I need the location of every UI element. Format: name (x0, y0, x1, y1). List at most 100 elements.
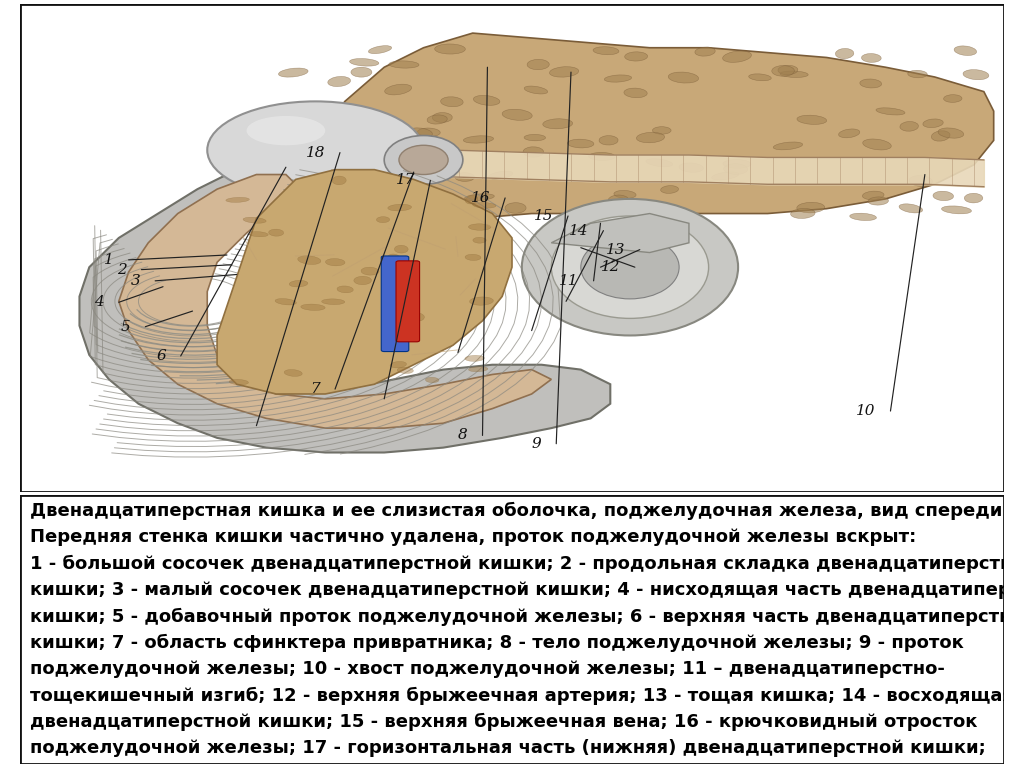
Ellipse shape (791, 208, 815, 218)
Polygon shape (217, 170, 512, 394)
Ellipse shape (543, 119, 572, 129)
Ellipse shape (465, 254, 481, 260)
Ellipse shape (275, 299, 296, 305)
Ellipse shape (522, 199, 738, 336)
Ellipse shape (773, 142, 803, 150)
Text: поджелудочной железы; 17 - горизонтальная часть (нижняя) двенадцатиперстной кишк: поджелудочной железы; 17 - горизонтальна… (31, 739, 986, 757)
Ellipse shape (388, 204, 412, 211)
Ellipse shape (342, 161, 366, 170)
Ellipse shape (463, 136, 494, 143)
Ellipse shape (326, 259, 345, 266)
Polygon shape (266, 33, 993, 228)
Ellipse shape (524, 134, 546, 141)
Ellipse shape (279, 68, 308, 77)
Ellipse shape (723, 160, 751, 168)
Text: поджелудочной железы; 10 - хвост поджелудочной железы; 11 – двенадцатиперстно-: поджелудочной железы; 10 - хвост поджелу… (31, 660, 945, 678)
Ellipse shape (599, 136, 618, 145)
Ellipse shape (749, 74, 771, 81)
Ellipse shape (289, 121, 315, 131)
Ellipse shape (226, 197, 249, 203)
Ellipse shape (319, 151, 348, 160)
Ellipse shape (550, 67, 579, 77)
Text: двенадцатиперстной кишки; 15 - верхняя брыжеечная вена; 16 - крючковидный отрост: двенадцатиперстной кишки; 15 - верхняя б… (31, 713, 978, 731)
Ellipse shape (361, 267, 379, 275)
Ellipse shape (434, 44, 465, 54)
Ellipse shape (418, 128, 440, 137)
Text: 7: 7 (310, 382, 321, 396)
Ellipse shape (390, 362, 407, 368)
Ellipse shape (836, 48, 854, 58)
Ellipse shape (862, 139, 891, 150)
Ellipse shape (524, 86, 548, 94)
Ellipse shape (383, 162, 412, 170)
FancyBboxPatch shape (20, 495, 1004, 764)
Ellipse shape (679, 163, 703, 172)
Ellipse shape (839, 129, 860, 137)
Ellipse shape (473, 237, 486, 243)
Ellipse shape (778, 65, 798, 74)
Ellipse shape (440, 97, 463, 107)
Ellipse shape (268, 229, 284, 237)
Ellipse shape (712, 172, 739, 180)
Text: 18: 18 (306, 146, 326, 160)
Ellipse shape (394, 245, 409, 253)
Text: 1 - большой сосочек двенадцатиперстной кишки; 2 - продольная складка двенадцатип: 1 - большой сосочек двенадцатиперстной к… (31, 554, 1024, 573)
Text: 16: 16 (471, 191, 490, 205)
Ellipse shape (377, 217, 390, 223)
Polygon shape (551, 214, 689, 253)
Ellipse shape (593, 47, 618, 55)
Ellipse shape (862, 191, 884, 200)
Text: 15: 15 (534, 209, 553, 223)
Ellipse shape (923, 119, 943, 127)
Ellipse shape (943, 94, 962, 102)
Text: Двенадцатиперстная кишка и ее слизистая оболочка, поджелудочная железа, вид спер: Двенадцатиперстная кишка и ее слизистая … (31, 502, 1010, 520)
Ellipse shape (933, 191, 953, 200)
Ellipse shape (954, 46, 977, 55)
Ellipse shape (365, 122, 393, 131)
Ellipse shape (301, 304, 326, 310)
Text: кишки; 7 - область сфинктера привратника; 8 - тело поджелудочной железы; 9 - про: кишки; 7 - область сфинктера привратника… (31, 634, 964, 652)
Ellipse shape (465, 356, 484, 362)
Ellipse shape (427, 115, 447, 124)
Ellipse shape (780, 71, 808, 78)
Ellipse shape (527, 59, 549, 70)
Ellipse shape (349, 58, 379, 66)
Ellipse shape (963, 70, 989, 80)
Text: 6: 6 (157, 349, 166, 363)
Text: 11: 11 (559, 274, 579, 288)
Ellipse shape (723, 51, 752, 62)
Polygon shape (80, 160, 610, 452)
Ellipse shape (523, 147, 544, 157)
Ellipse shape (567, 139, 594, 148)
FancyBboxPatch shape (396, 261, 420, 342)
Ellipse shape (876, 108, 905, 115)
Ellipse shape (389, 61, 419, 68)
Ellipse shape (669, 72, 698, 83)
Ellipse shape (399, 145, 449, 174)
Polygon shape (119, 174, 551, 428)
Ellipse shape (382, 289, 400, 297)
Ellipse shape (900, 121, 919, 131)
Ellipse shape (337, 286, 353, 293)
Text: 12: 12 (601, 260, 621, 274)
Ellipse shape (409, 313, 424, 322)
Ellipse shape (432, 113, 453, 122)
Ellipse shape (909, 176, 933, 187)
Text: кишки; 3 - малый сосочек двенадцатиперстной кишки; 4 - нисходящая часть двенадца: кишки; 3 - малый сосочек двенадцатиперст… (31, 581, 1024, 599)
Ellipse shape (369, 45, 391, 54)
Ellipse shape (465, 194, 495, 200)
Ellipse shape (354, 276, 372, 285)
Ellipse shape (384, 135, 463, 184)
Ellipse shape (465, 196, 478, 204)
FancyBboxPatch shape (381, 256, 409, 352)
Ellipse shape (502, 109, 532, 121)
Ellipse shape (604, 75, 632, 82)
Text: 9: 9 (531, 437, 542, 451)
Ellipse shape (646, 159, 673, 167)
Ellipse shape (247, 116, 326, 145)
Ellipse shape (899, 204, 923, 213)
Ellipse shape (328, 77, 350, 87)
Text: 17: 17 (396, 174, 416, 187)
Ellipse shape (868, 197, 889, 205)
Ellipse shape (295, 120, 324, 131)
